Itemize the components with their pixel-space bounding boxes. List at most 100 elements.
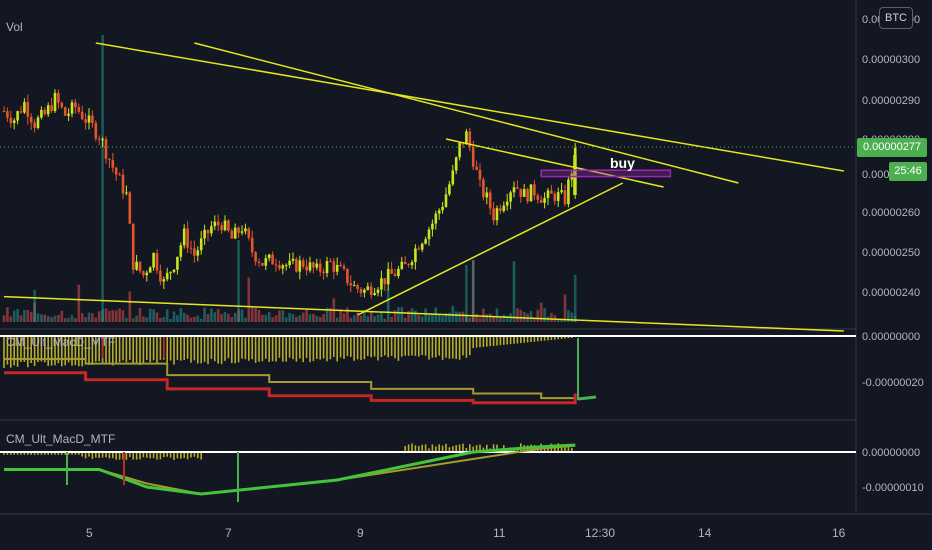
volume-bar bbox=[478, 317, 482, 322]
indicator1-hist-bar bbox=[57, 336, 60, 364]
currency-badge[interactable]: BTC bbox=[879, 7, 913, 29]
candle-body bbox=[87, 115, 91, 123]
candle-body bbox=[366, 286, 370, 290]
indicator2-hist-bar bbox=[91, 452, 94, 459]
volume-bar bbox=[465, 265, 468, 322]
indicator1-hist-bar bbox=[203, 336, 206, 362]
candle-body bbox=[182, 228, 186, 246]
candle-body bbox=[264, 258, 268, 266]
indicator2-hist-bar bbox=[183, 452, 185, 458]
volume-bar bbox=[529, 311, 533, 322]
indicator1-hist-bar bbox=[98, 336, 100, 362]
candle-body bbox=[131, 223, 135, 270]
indicator1-hist-bar bbox=[356, 336, 359, 360]
indicator1-hist-bar bbox=[319, 336, 321, 360]
indicator1-hist-bar bbox=[84, 336, 87, 362]
volume-bar bbox=[91, 313, 94, 322]
buy-zone-rect[interactable] bbox=[540, 169, 672, 178]
indicator1-title[interactable]: CM_Ult_MacD_MTF bbox=[6, 335, 115, 349]
indicator2-hist-bar bbox=[465, 448, 468, 453]
indicator1-hist-bar bbox=[152, 336, 155, 361]
volume-bar bbox=[193, 316, 196, 322]
indicator2-title[interactable]: CM_Ult_MacD_MTF bbox=[6, 432, 115, 446]
indicator2-hist-bar bbox=[57, 452, 60, 455]
date-tick: 9 bbox=[357, 526, 364, 540]
volume-bar bbox=[393, 310, 397, 322]
candle-body bbox=[485, 192, 489, 198]
candle-body bbox=[536, 195, 540, 200]
volume-bar bbox=[155, 312, 159, 322]
candle-body bbox=[84, 119, 87, 123]
indicator1-tick: -0.00000020 bbox=[862, 377, 924, 389]
volume-bar bbox=[550, 312, 553, 322]
indicator2-hist-bar bbox=[414, 445, 417, 453]
volume-bar bbox=[359, 315, 363, 322]
indicator1-hist-bar bbox=[452, 336, 454, 359]
indicator1-hist-bar bbox=[465, 336, 468, 358]
indicator1-hist-bar bbox=[146, 336, 148, 360]
indicator2-hist-bar bbox=[156, 452, 158, 460]
candle-body bbox=[461, 142, 465, 145]
volume-bar bbox=[563, 294, 567, 322]
time-axis[interactable]: 5 7 9 11 12:30 14 16 bbox=[86, 526, 846, 540]
volume-bar bbox=[380, 311, 383, 322]
indicator1-hist-bar bbox=[343, 336, 345, 359]
volume-bar bbox=[488, 313, 492, 322]
indicator2-hist-bar bbox=[139, 452, 141, 460]
volume-label[interactable]: Vol bbox=[6, 20, 23, 34]
indicator1-hist-bar bbox=[234, 336, 236, 364]
indicator1-hist-bar bbox=[506, 336, 508, 345]
indicator1-hist-bar bbox=[149, 336, 151, 363]
candle-body bbox=[291, 258, 295, 261]
candle-body bbox=[196, 250, 200, 256]
indicator1-hist-bar bbox=[248, 336, 250, 361]
price-tick: 0.00000240 bbox=[862, 287, 920, 299]
buy-annotation[interactable]: buy bbox=[610, 155, 635, 171]
indicator1-hist-bar bbox=[166, 336, 168, 365]
indicator2-hist-bar bbox=[6, 452, 9, 455]
indicator1-hist-bar bbox=[322, 336, 325, 359]
indicator2-hist-bar bbox=[129, 452, 131, 457]
indicator2-hist-bar bbox=[176, 452, 179, 459]
indicator1-hist-bar bbox=[292, 336, 294, 360]
volume-bar bbox=[352, 315, 356, 322]
candle-body bbox=[6, 111, 9, 118]
indicator1-hist-bar bbox=[241, 336, 243, 359]
volume-bar bbox=[437, 313, 441, 322]
candle-body bbox=[444, 194, 448, 207]
candle-body bbox=[23, 102, 26, 113]
volume-bar bbox=[502, 314, 506, 322]
volume-bar bbox=[264, 314, 268, 322]
trendline bbox=[3, 295, 844, 332]
indicator1-hist-bar bbox=[503, 336, 505, 345]
candle-body bbox=[359, 288, 363, 293]
indicator2-hist-bar bbox=[27, 452, 29, 455]
candle-body bbox=[271, 254, 274, 265]
indicator2-hist-bar bbox=[560, 447, 563, 453]
volume-bar bbox=[9, 316, 13, 322]
volume-bar bbox=[159, 317, 162, 322]
volume-bar bbox=[77, 284, 81, 322]
indicator2-hist-bar bbox=[108, 452, 111, 459]
volume-bar bbox=[169, 318, 172, 322]
indicator1-hist-bar bbox=[428, 336, 430, 360]
candle-body bbox=[50, 105, 53, 112]
candle-body bbox=[176, 256, 179, 270]
candle-body bbox=[380, 278, 383, 290]
indicator1-hist-bar bbox=[64, 336, 66, 366]
indicator1-hist-bar bbox=[224, 336, 226, 361]
indicator1-hist-bar bbox=[173, 336, 175, 365]
candle-body bbox=[281, 265, 285, 269]
candle-body bbox=[342, 266, 346, 269]
trendlines[interactable] bbox=[3, 42, 844, 332]
indicator1-hist-bar bbox=[118, 336, 121, 363]
candle-body bbox=[458, 142, 461, 158]
indicator2-hist-bar bbox=[543, 445, 546, 453]
indicator2-hist-bar bbox=[472, 446, 474, 453]
indicator1-hist-bar bbox=[101, 336, 104, 358]
volume-bar bbox=[40, 314, 43, 322]
indicator1-hist-bar bbox=[499, 336, 502, 346]
volume-bar bbox=[329, 307, 332, 322]
